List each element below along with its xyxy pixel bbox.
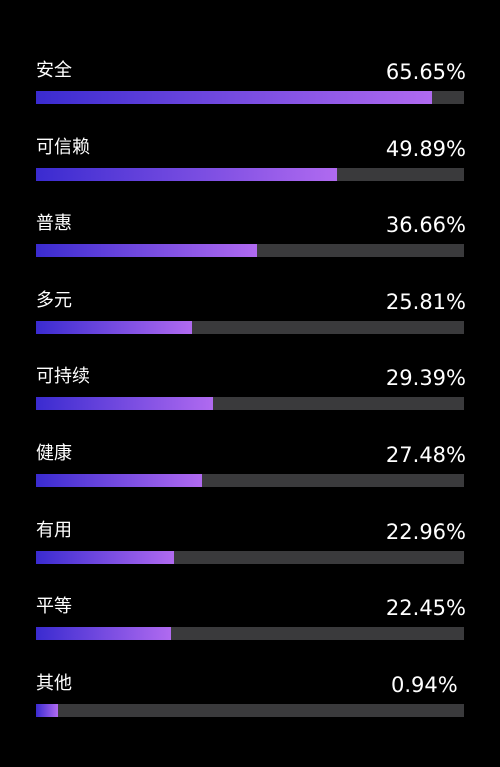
bar — [36, 167, 337, 181]
value-label: 22.45% — [385, 596, 466, 621]
bar-track — [36, 474, 464, 487]
value-label: 22.96% — [385, 519, 466, 544]
bar-row: 可持续 29.39% — [36, 366, 466, 426]
bar-row: 健康 27.48% — [36, 443, 466, 503]
value-label: 36.66% — [385, 213, 466, 238]
bar — [36, 320, 192, 334]
bar — [36, 244, 257, 258]
value-label: 25.81% — [385, 289, 466, 314]
bar — [36, 91, 432, 104]
category-label: 平等 — [36, 596, 72, 618]
bar-track — [36, 550, 464, 564]
bar-row: 有用 22.96% — [36, 519, 466, 580]
bar-row: 多元 25.81% — [36, 289, 466, 350]
bar-track — [36, 627, 464, 641]
value-label: 65.65% — [385, 60, 466, 84]
bar-row: 可信赖 49.89% — [36, 136, 466, 197]
category-label: 可信赖 — [36, 136, 90, 158]
value-label: 29.39% — [385, 366, 466, 391]
category-label: 安全 — [36, 60, 72, 81]
bar — [36, 397, 214, 411]
bar-track — [36, 320, 464, 334]
bar-track — [36, 167, 464, 181]
bar-row: 平等 22.45% — [36, 596, 466, 656]
bar — [36, 703, 58, 717]
category-label: 其他 — [36, 672, 72, 694]
bar-track — [36, 244, 464, 258]
bar-row: 其他 0.94% — [36, 673, 464, 733]
bar-track — [36, 397, 464, 411]
category-label: 健康 — [36, 443, 72, 464]
bar — [36, 474, 202, 487]
category-label: 普惠 — [36, 213, 72, 235]
value-label: 0.94% — [391, 672, 458, 697]
bar — [36, 627, 172, 641]
category-label: 有用 — [36, 519, 72, 541]
bar-row: 安全 65.65% — [36, 60, 466, 120]
category-label: 可持续 — [36, 366, 90, 388]
bar — [36, 550, 175, 564]
category-label: 多元 — [36, 289, 72, 311]
bar-row: 普惠 36.66% — [36, 213, 466, 273]
bar-track — [36, 91, 464, 104]
value-label: 49.89% — [385, 136, 466, 161]
bar-track — [36, 703, 464, 717]
value-label: 27.48% — [385, 443, 466, 467]
